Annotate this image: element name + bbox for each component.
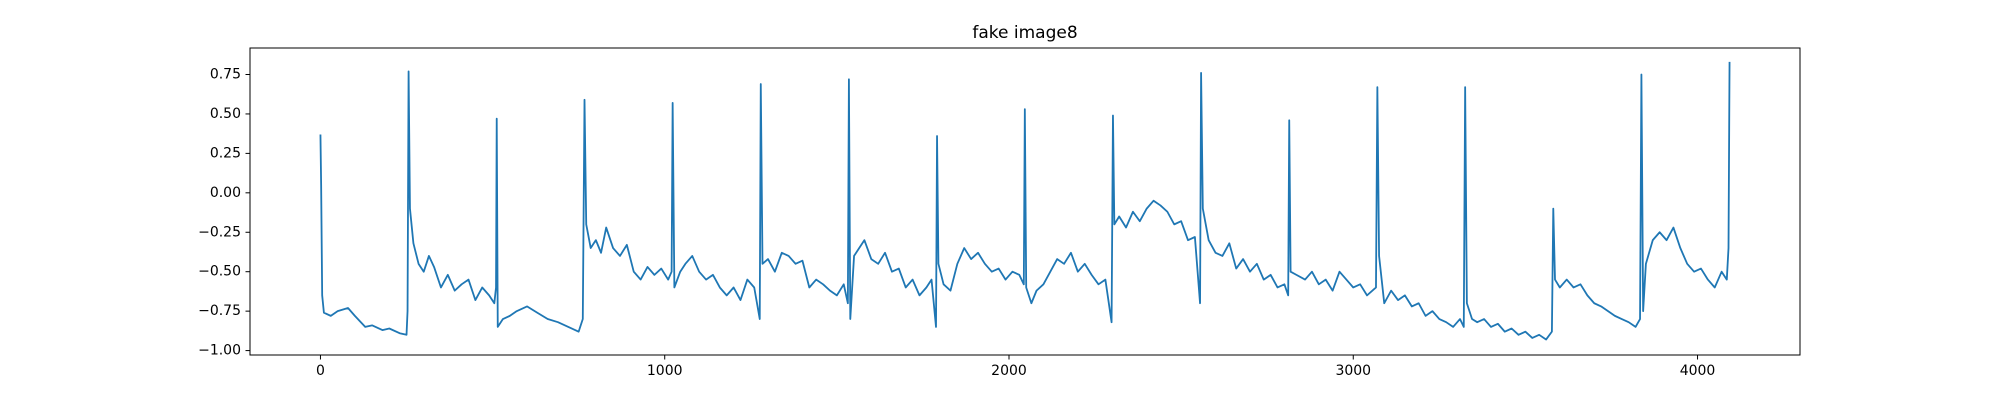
plot-frame <box>249 47 1801 356</box>
x-tick-label: 0 <box>316 363 325 379</box>
x-tick-label: 2000 <box>991 363 1027 379</box>
y-tick-label: −1.00 <box>198 343 241 359</box>
x-tick-label: 3000 <box>1335 363 1371 379</box>
x-tick-label: 1000 <box>647 363 683 379</box>
y-tick-label: 0.75 <box>210 67 241 83</box>
y-tick-label: 0.25 <box>210 145 241 161</box>
y-tick-label: −0.75 <box>198 303 241 319</box>
y-tick-label: −0.25 <box>198 224 241 240</box>
chart-title: fake image8 <box>972 23 1077 43</box>
y-tick-label: 0.00 <box>210 185 241 201</box>
y-tick-label: 0.50 <box>210 106 241 122</box>
x-tick-label: 4000 <box>1680 363 1716 379</box>
data-line <box>319 61 1731 341</box>
y-tick-label: −0.50 <box>198 264 241 280</box>
